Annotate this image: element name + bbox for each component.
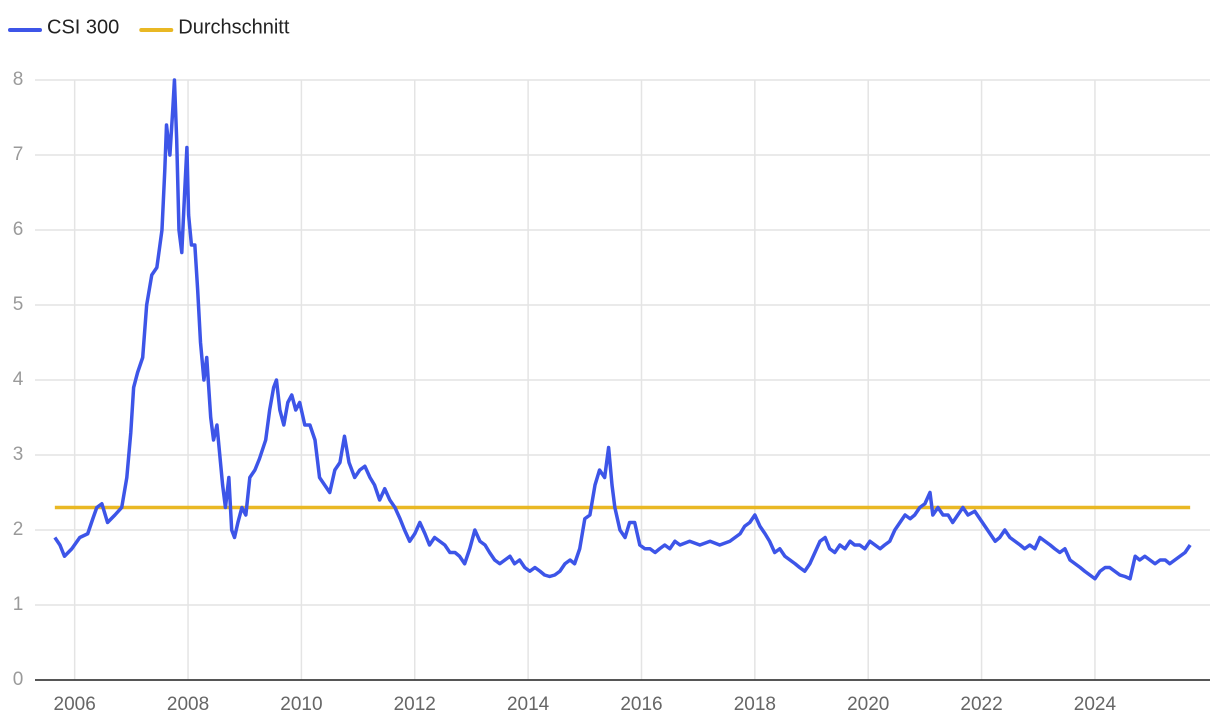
- legend-item: Durchschnitt: [139, 16, 290, 38]
- y-tick-label: 5: [13, 294, 24, 315]
- x-tick-label: 2014: [507, 694, 550, 715]
- x-tick-label: 2006: [54, 694, 96, 715]
- y-tick-label: 1: [13, 594, 24, 615]
- x-tick-label: 2016: [620, 694, 662, 715]
- legend-label: CSI 300: [47, 16, 119, 38]
- legend-item: CSI 300: [8, 16, 119, 38]
- x-tick-label: 2012: [394, 694, 436, 715]
- x-tick-label: 2022: [960, 694, 1002, 715]
- x-tick-label: 2018: [734, 694, 776, 715]
- y-tick-label: 0: [13, 669, 24, 690]
- y-tick-label: 6: [13, 219, 24, 240]
- x-tick-label: 2020: [847, 694, 889, 715]
- y-tick-label: 2: [13, 519, 24, 540]
- y-tick-label: 4: [13, 369, 24, 390]
- legend-label: Durchschnitt: [178, 16, 290, 38]
- y-tick-label: 7: [13, 144, 24, 165]
- data-line: [53, 78, 1192, 581]
- x-tick-label: 2024: [1074, 694, 1117, 715]
- x-tick-label: 2010: [280, 694, 322, 715]
- y-tick-label: 3: [13, 444, 24, 465]
- x-tick-label: 2008: [167, 694, 209, 715]
- y-tick-label: 8: [13, 69, 24, 90]
